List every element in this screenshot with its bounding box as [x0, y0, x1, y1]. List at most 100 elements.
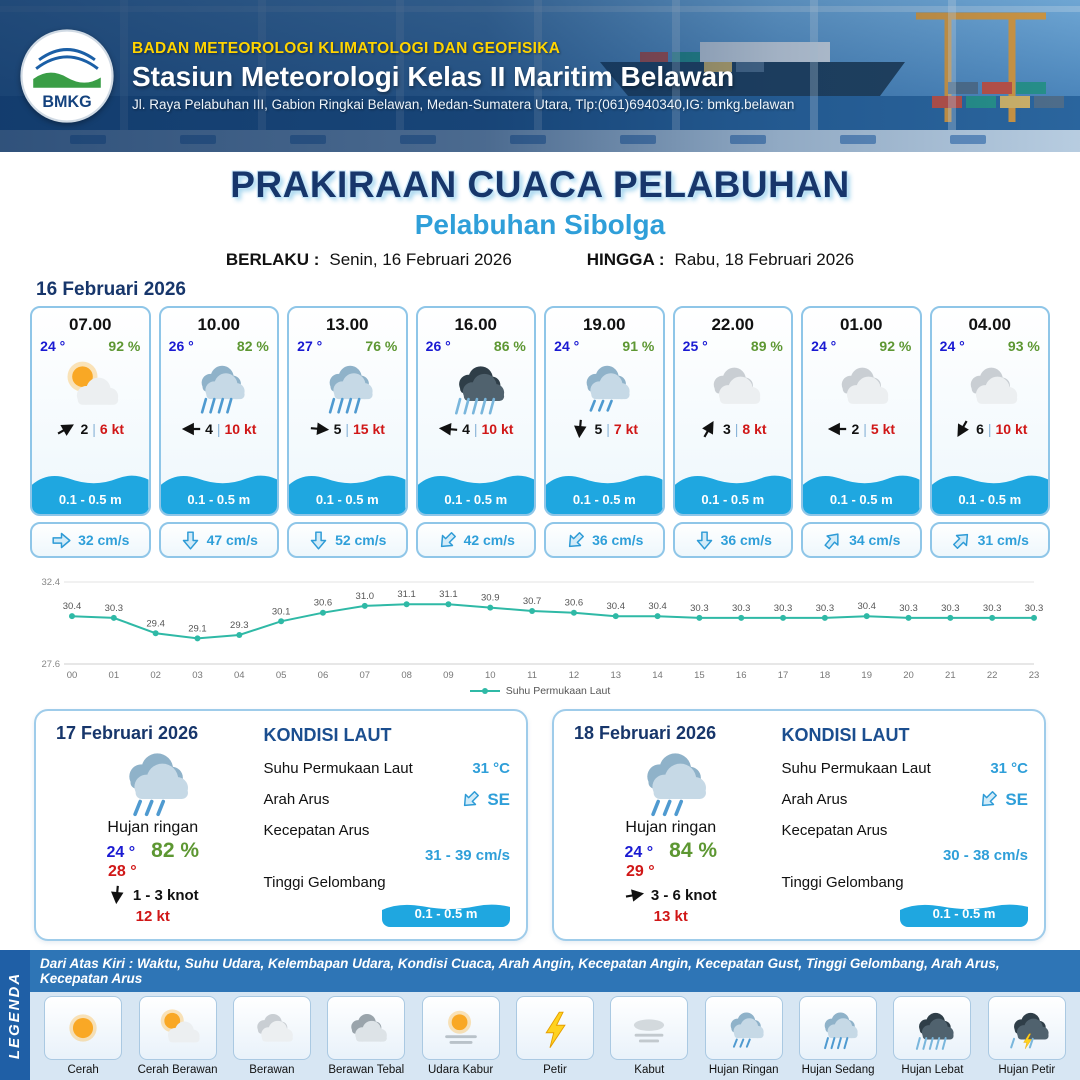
svg-text:21: 21 — [945, 670, 956, 681]
legend-label: Cerah — [67, 1064, 99, 1076]
wind-direction-icon — [438, 419, 458, 439]
svg-text:11: 11 — [527, 670, 537, 681]
air-temperature: 26 ° — [425, 338, 451, 354]
forecast-time: 07.00 — [68, 315, 112, 334]
legend-item: Berawan Tebal — [321, 996, 411, 1076]
sst-value: 31 °C — [990, 760, 1028, 777]
petir-icon — [515, 996, 594, 1060]
svg-text:17: 17 — [778, 670, 789, 681]
current-box: 52 cm/s — [287, 522, 408, 558]
legend-item: Hujan Sedang — [793, 996, 883, 1076]
current-speed: 42 cm/s — [463, 532, 515, 548]
svg-text:14: 14 — [652, 670, 663, 681]
wind-range: 1 - 3 knot — [132, 886, 199, 904]
current-speed: 36 cm/s — [720, 532, 772, 548]
humidity: 82 % — [236, 338, 269, 354]
svg-text:30.9: 30.9 — [481, 593, 500, 604]
wave-height-value: 0.1 - 0.5 m — [572, 492, 636, 507]
kabut-icon — [610, 996, 689, 1060]
svg-text:31.1: 31.1 — [397, 589, 416, 600]
forecast-card: 22.00 25 ° 89 % 3 | 8 kt 0.1 - 0.5 m — [672, 306, 793, 558]
berawan-icon — [232, 996, 311, 1060]
legend-description: Dari Atas Kiri : Waktu, Suhu Udara, Kele… — [30, 950, 1080, 992]
hujan-petir-icon — [987, 996, 1066, 1060]
port-name: Pelabuhan Sibolga — [414, 209, 666, 240]
air-temperature: 27 ° — [297, 338, 323, 354]
current-box: 32 cm/s — [30, 522, 151, 558]
svg-text:23: 23 — [1029, 670, 1040, 681]
current-direction-icon — [51, 530, 72, 551]
air-temperature: 25 ° — [682, 338, 708, 354]
daily-date: 18 Februari 2026 — [574, 723, 717, 743]
humidity: 76 % — [365, 338, 398, 354]
forecast-card-main: 10.00 26 ° 82 % 4 | 10 kt 0.1 - 0.5 m — [158, 306, 279, 516]
wave-height-label: Tinggi Gelombang — [263, 874, 386, 891]
forecast-time: 16.00 — [454, 315, 498, 334]
valid-from-value: Senin, 16 Februari 2026 — [329, 250, 512, 269]
current-direction-icon — [180, 530, 201, 551]
current-direction-icon — [822, 530, 843, 551]
wave-height-box: 0.1 - 0.5 m — [900, 899, 1028, 927]
legend-label: Udara Kabur — [428, 1064, 494, 1076]
wind-direction-icon — [827, 419, 847, 439]
air-temperature: 24 ° — [939, 338, 965, 354]
forecast-time: 01.00 — [839, 315, 883, 334]
agency-name: BADAN METEOROLOGI KLIMATOLOGI DAN GEOFIS… — [132, 40, 561, 57]
wind-speed: 6 — [976, 421, 984, 437]
current-box: 47 cm/s — [158, 522, 279, 558]
hujan-sedang-icon — [317, 355, 377, 417]
wave-height-value: 0.1 - 0.5 m — [58, 492, 122, 507]
legend-item: Cerah — [38, 996, 128, 1076]
valid-to-label: HINGGA : — [586, 250, 665, 269]
humidity: 93 % — [1007, 338, 1040, 354]
current-direction-icon — [951, 530, 972, 551]
current-direction-icon — [308, 530, 329, 551]
svg-text:06: 06 — [318, 670, 329, 681]
forecast-time: 13.00 — [325, 315, 369, 334]
daily-summary-row: 17 Februari 2026 Hujan ringan 24 ° 82 % … — [34, 709, 1046, 941]
separator: | — [216, 421, 221, 437]
svg-text:30.6: 30.6 — [314, 598, 333, 609]
header: BMKG BADAN METEOROLOGI KLIMATOLOGI DAN G… — [0, 0, 1080, 152]
svg-text:30.3: 30.3 — [105, 603, 124, 614]
separator: | — [734, 421, 739, 437]
current-speed: 36 cm/s — [592, 532, 644, 548]
current-direction-value: SE — [487, 789, 510, 809]
current-direction-icon — [460, 789, 481, 810]
wave-height-band: 0.1 - 0.5 m — [417, 466, 534, 514]
legend-item: Hujan Petir — [982, 996, 1072, 1076]
station-address: Jl. Raya Pelabuhan III, Gabion Ringkai B… — [132, 97, 795, 112]
svg-text:00: 00 — [67, 670, 78, 681]
current-box: 36 cm/s — [544, 522, 665, 558]
svg-text:30.3: 30.3 — [1025, 603, 1044, 614]
sst-label: Suhu Permukaan Laut — [263, 760, 413, 777]
svg-text:09: 09 — [443, 670, 454, 681]
separator: | — [987, 421, 992, 437]
wind-speed: 2 — [80, 421, 89, 437]
forecast-card: 16.00 26 ° 86 % 4 | 10 kt 0.1 - 0.5 m — [415, 306, 536, 558]
wind-direction-icon — [570, 419, 590, 439]
svg-text:20: 20 — [903, 670, 914, 681]
humidity: 91 % — [622, 338, 655, 354]
forecast-card: 13.00 27 ° 76 % 5 | 15 kt 0.1 - 0.5 m — [287, 306, 408, 558]
legend-item: Hujan Ringan — [699, 996, 789, 1076]
legend-label: Hujan Sedang — [801, 1064, 875, 1076]
berawan-tebal-icon — [327, 996, 406, 1060]
svg-text:01: 01 — [109, 670, 120, 681]
svg-text:30.3: 30.3 — [732, 603, 751, 614]
berawan-icon — [831, 355, 891, 417]
sea-conditions-title: KONDISI LAUT — [263, 725, 392, 745]
gust-speed: 15 kt — [353, 421, 385, 437]
separator: | — [345, 421, 349, 437]
hujan-sedang-icon — [799, 996, 878, 1060]
daily-date: 17 Februari 2026 — [56, 723, 199, 743]
sst-line-chart: 32.4 27.6 30.4 30.3 29.4 29.1 29.3 30.1 30.6 31… — [42, 577, 1044, 681]
wave-height-band: 0.1 - 0.5 m — [289, 466, 406, 514]
svg-text:29.3: 29.3 — [230, 620, 249, 631]
current-speed-value: 31 - 39 cm/s — [424, 847, 510, 864]
wave-height-value: 0.1 - 0.5 m — [701, 492, 765, 507]
svg-text:12: 12 — [569, 670, 580, 681]
wind-speed: 4 — [462, 421, 470, 437]
air-temperature: 24 ° — [40, 338, 66, 354]
svg-text:13: 13 — [610, 670, 621, 681]
